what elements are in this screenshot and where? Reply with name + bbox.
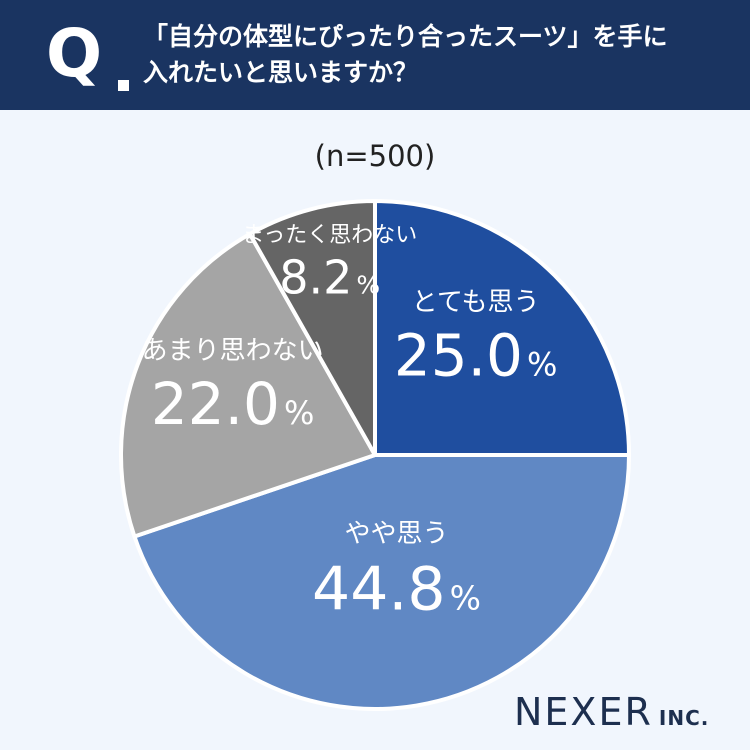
- pie-slice-2: [132, 453, 631, 711]
- slice-value-unit-2: %: [450, 578, 481, 617]
- slice-label-4: まったく思わない: [242, 223, 417, 248]
- pie-slice-3: [119, 231, 377, 539]
- question-text: 「自分の体型にぴったり合ったスーツ」を手に 入れたいと思いますか？: [143, 19, 733, 91]
- q-dot-icon: [118, 80, 129, 91]
- pie-slice-4: [247, 199, 377, 457]
- question-line-1: 「自分の体型にぴったり合ったスーツ」を手に: [143, 22, 668, 51]
- pie-slice-1: [373, 199, 631, 457]
- slice-value-number-1: 25.0: [394, 322, 523, 390]
- slice-value-number-4: 8.2: [279, 251, 352, 305]
- question-header: Q 「自分の体型にぴったり合ったスーツ」を手に 入れたいと思いますか？: [0, 0, 750, 110]
- logo-main: NEXER: [514, 690, 653, 734]
- slice-value-4: 8.2%: [279, 251, 380, 305]
- pie-slices: [119, 199, 631, 711]
- slice-value-unit-4: %: [356, 271, 380, 300]
- slice-label-3: あまり思わない: [142, 336, 324, 366]
- slice-value-1: 25.0%: [394, 322, 558, 390]
- sample-size-label: (n=500): [314, 139, 436, 173]
- slice-label-2: やや思う: [344, 519, 448, 549]
- slice-value-unit-1: %: [527, 346, 557, 384]
- slice-value-3: 22.0%: [151, 370, 315, 438]
- slice-value-unit-3: %: [284, 394, 314, 432]
- q-label: Q: [46, 15, 103, 92]
- slice-value-2: 44.8%: [312, 554, 481, 624]
- logo-sub: INC.: [658, 706, 710, 730]
- question-line-2: 入れたいと思いますか？: [143, 58, 419, 87]
- slice-value-number-2: 44.8: [312, 554, 446, 624]
- slice-label-1: とても思う: [412, 288, 540, 318]
- nexer-logo: NEXER INC.: [514, 690, 709, 734]
- slice-value-number-3: 22.0: [151, 370, 280, 438]
